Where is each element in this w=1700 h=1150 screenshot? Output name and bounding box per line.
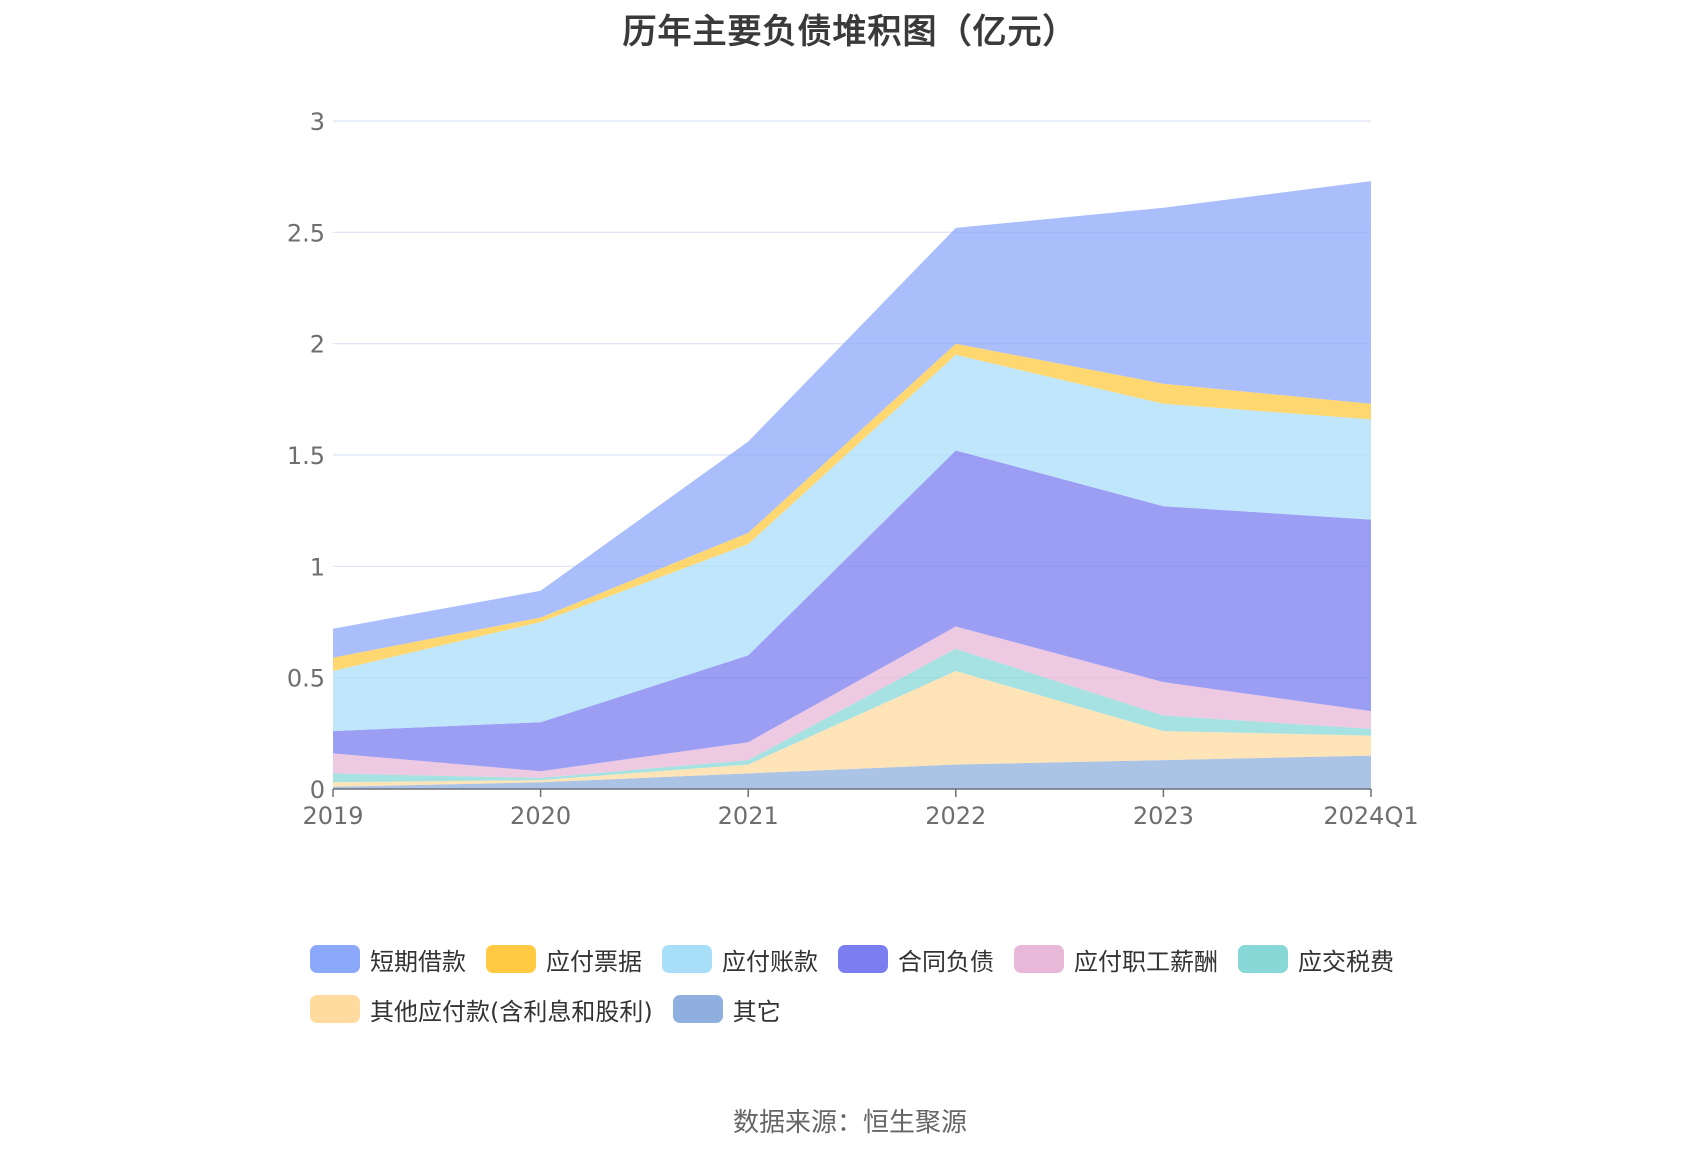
- legend-item-短期借款[interactable]: 短期借款: [310, 944, 466, 976]
- legend: 短期借款 应付票据 应付账款 合同负债 应付职工薪酬 应交税费其他应付款(含利息和股利) 其…: [310, 944, 1430, 1026]
- y-tick-label: 2: [310, 331, 325, 359]
- legend-label: 应交税费: [1298, 947, 1394, 976]
- legend-item-应付票据[interactable]: 应付票据: [486, 944, 642, 976]
- legend-item-应付账款[interactable]: 应付账款: [662, 944, 818, 976]
- y-tick-label: 0: [310, 776, 325, 804]
- y-tick-label: 1.5: [287, 442, 325, 470]
- area-应付账款: [333, 354, 1371, 732]
- legend-swatch: [1238, 945, 1288, 973]
- source-note: 数据来源：恒生聚源: [732, 1108, 967, 1138]
- legend-label: 应付职工薪酬: [1074, 947, 1218, 976]
- x-tick-label: 2021: [718, 802, 779, 830]
- legend-swatch: [672, 995, 723, 1023]
- legend-item-其它[interactable]: 其它: [672, 994, 781, 1026]
- legend-swatch: [310, 945, 360, 973]
- area-series: [333, 181, 1371, 789]
- legend-item-其他应付款-含利息和股利[interactable]: 其他应付款(含利息和股利): [310, 994, 653, 1026]
- legend-label: 其它: [732, 997, 781, 1026]
- area-应付票据: [333, 343, 1371, 671]
- x-tick-label: 2024Q1: [1323, 802, 1418, 830]
- y-tick-label: 1: [310, 553, 325, 581]
- legend-label: 短期借款: [370, 947, 466, 976]
- axis-labels: 0 0.5 1 1.5 2 2.5 3 2019 2020 2021 2022 2023 2024Q1: [287, 108, 1419, 830]
- x-tick-label: 2023: [1133, 802, 1194, 830]
- legend-swatch: [838, 945, 888, 973]
- legend-swatch: [662, 945, 712, 973]
- legend-label: 应付票据: [546, 947, 642, 976]
- area-短期借款: [333, 181, 1371, 658]
- chart-title: 历年主要负债堆积图（亿元）: [622, 12, 1078, 52]
- legend-item-应交税费[interactable]: 应交税费: [1238, 944, 1394, 976]
- x-tick-label: 2022: [925, 802, 986, 830]
- legend-label: 合同负债: [898, 947, 994, 976]
- legend-label: 应付账款: [722, 947, 818, 976]
- legend-swatch: [1014, 945, 1064, 973]
- legend-label: 其他应付款(含利息和股利): [370, 997, 653, 1026]
- legend-item-合同负债[interactable]: 合同负债: [838, 944, 994, 976]
- legend-item-应付职工薪酬[interactable]: 应付职工薪酬: [1014, 944, 1218, 976]
- area-应交税费: [333, 648, 1371, 783]
- y-tick-label: 3: [310, 108, 325, 136]
- x-tick-label: 2019: [302, 802, 363, 830]
- x-tick-label: 2020: [510, 802, 571, 830]
- area-其他应付款-含利息和股利: [333, 671, 1371, 787]
- area-合同负债: [333, 450, 1371, 772]
- y-tick-label: 2.5: [287, 219, 325, 247]
- legend-swatch: [310, 995, 360, 1023]
- x-axis: [332, 788, 1372, 797]
- area-其它: [333, 755, 1371, 789]
- y-tick-label: 0.5: [287, 665, 325, 693]
- area-应付职工薪酬: [333, 626, 1371, 778]
- legend-swatch: [486, 945, 536, 973]
